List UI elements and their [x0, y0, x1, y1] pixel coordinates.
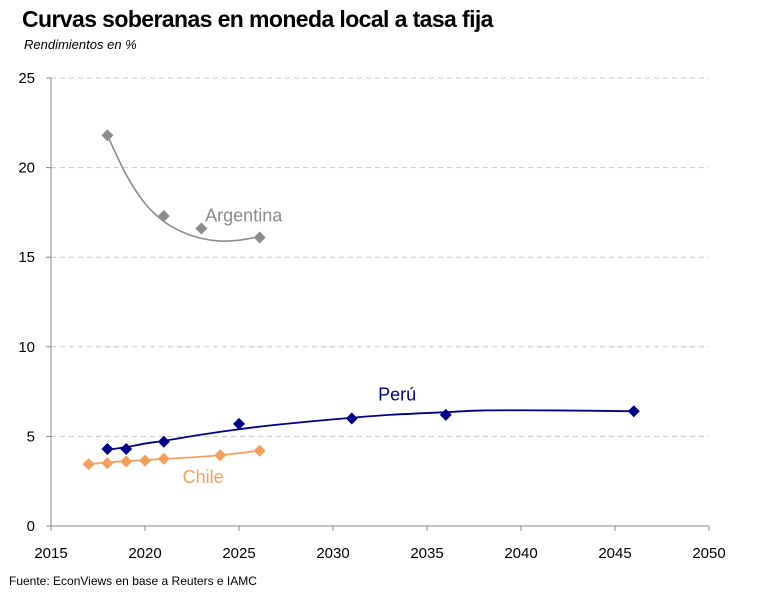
series-label-chile: Chile: [183, 467, 224, 487]
point-per-4: [345, 412, 358, 425]
point-chile-3: [139, 454, 151, 467]
x-tick-label-1: 2020: [128, 545, 161, 562]
point-per-1: [120, 442, 133, 455]
source-note: Fuente: EconViews en base a Reuters e IA…: [9, 574, 257, 588]
point-per-3: [233, 417, 245, 430]
point-chile-4: [157, 452, 170, 465]
point-per-2: [157, 435, 170, 448]
trend-line-chile: [88, 449, 260, 466]
y-tick-labels: 0 5 10 15 20 25: [18, 70, 35, 535]
x-tick-label-7: 2050: [692, 545, 725, 562]
point-per-5: [439, 408, 452, 421]
point-per-6: [627, 405, 640, 418]
y-tick-label-0: 0: [27, 518, 35, 535]
x-tick-label-2: 2025: [222, 545, 255, 562]
trend-lines: [88, 134, 634, 466]
axes: [46, 77, 710, 531]
x-tick-label-4: 2035: [410, 545, 443, 562]
point-chile-0: [82, 458, 95, 471]
point-argentina-1: [157, 209, 170, 222]
series-label-per: Perú: [378, 385, 416, 405]
series-labels: Argentina Perú Chile: [183, 205, 417, 487]
point-chile-6: [253, 444, 266, 457]
y-tick-label-1: 5: [27, 428, 35, 445]
chart-title: Curvas soberanas en moneda local a tasa …: [22, 6, 493, 32]
point-argentina-3: [253, 231, 266, 244]
point-argentina-0: [101, 129, 114, 142]
x-tick-label-6: 2045: [598, 545, 631, 562]
x-tick-label-0: 2015: [34, 545, 67, 562]
point-argentina-2: [195, 222, 208, 235]
point-chile-2: [120, 455, 133, 468]
chart-subtitle: Rendimientos en %: [24, 37, 137, 52]
point-chile-5: [214, 449, 227, 462]
y-tick-label-3: 15: [18, 249, 35, 266]
point-chile-1: [101, 457, 114, 470]
series-label-argentina: Argentina: [205, 205, 283, 225]
point-per-0: [101, 442, 114, 455]
trend-line-per: [107, 409, 634, 451]
x-tick-labels: 2015 2020 2025 2030 2035 2040 2045 2050: [34, 545, 725, 562]
y-tick-label-4: 20: [18, 160, 35, 177]
trend-line-argentina: [106, 134, 260, 242]
y-tick-label-5: 25: [18, 70, 35, 87]
x-tick-label-3: 2030: [316, 545, 349, 562]
x-tick-label-5: 2040: [504, 545, 537, 562]
gridlines: [51, 77, 709, 437]
y-tick-label-2: 10: [18, 339, 35, 356]
data-points: [82, 129, 640, 471]
